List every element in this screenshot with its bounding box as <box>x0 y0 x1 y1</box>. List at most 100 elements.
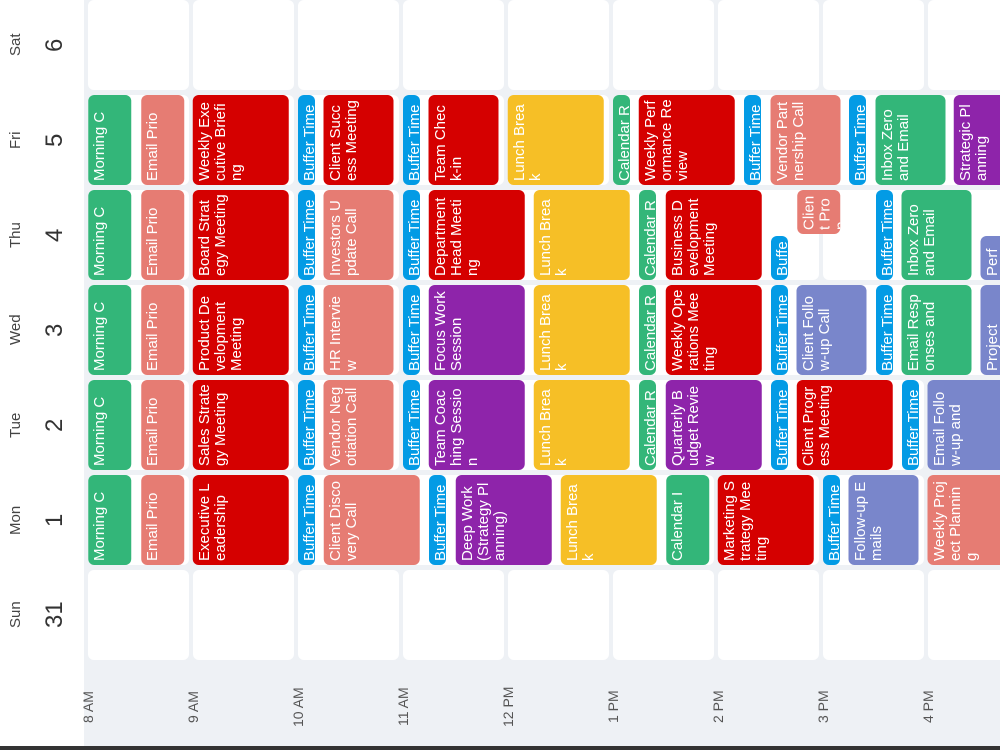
time-label: 2 PM <box>710 690 726 724</box>
event[interactable]: Buffer Time <box>403 380 420 470</box>
event[interactable]: Buffer Time <box>429 475 447 565</box>
event[interactable]: Deep Work (Strategy Planning) <box>455 475 552 565</box>
event[interactable]: Sales Strategy Meeting <box>193 380 289 470</box>
hour-cell <box>823 570 924 660</box>
hour-cell <box>193 0 294 90</box>
event[interactable]: Email Prio <box>140 190 184 280</box>
event[interactable]: Email Prio <box>140 285 184 375</box>
time-label: 4 PM <box>920 690 936 724</box>
event[interactable]: Buffer Time <box>403 190 420 280</box>
event[interactable]: HR Interview <box>324 285 394 375</box>
event[interactable]: Calendar Re <box>639 380 657 470</box>
event[interactable]: Calendar I <box>665 475 709 565</box>
event[interactable]: Buffe <box>770 236 788 280</box>
event[interactable]: Vendor Partnership Call <box>770 95 840 185</box>
event[interactable]: Vendor Negotiation Call <box>324 380 394 470</box>
event[interactable]: Perf <box>980 236 1000 280</box>
event[interactable]: Investors Update Call <box>324 190 394 280</box>
event[interactable]: Project <box>980 285 1000 375</box>
hour-cell <box>298 570 399 660</box>
event[interactable]: Client Prop <box>796 190 840 234</box>
event[interactable]: Calendar Re <box>639 285 657 375</box>
hour-cell <box>718 570 819 660</box>
event[interactable]: Marketing Strategy Meeting <box>718 475 814 565</box>
event[interactable]: Calendar Re <box>639 190 657 280</box>
event[interactable]: Buffer Time <box>849 95 867 185</box>
event[interactable]: Email Responses and <box>901 285 972 375</box>
hour-cell <box>718 0 819 90</box>
event[interactable]: Lunch Break <box>534 285 630 375</box>
event[interactable]: Email Prio <box>140 380 184 470</box>
event[interactable]: Weekly Executive Briefing <box>193 95 289 185</box>
hour-cell <box>613 570 714 660</box>
hour-cell <box>403 570 504 660</box>
event[interactable]: Client Follow-up Call <box>796 285 867 375</box>
event[interactable]: Morning C <box>88 380 132 470</box>
event[interactable]: Morning C <box>88 285 132 375</box>
event[interactable]: Department Head Meeting <box>429 190 525 280</box>
event[interactable]: Buffer Time <box>298 475 315 565</box>
day-name: Sun <box>7 601 24 629</box>
event[interactable]: Email Follow-up and <box>928 380 1000 470</box>
hour-cell <box>613 0 714 90</box>
event[interactable]: Inbox Zero and Email <box>875 95 945 185</box>
day-number: 31 <box>41 601 68 629</box>
event[interactable]: Executive Leadership <box>193 475 289 565</box>
time-label: 8 AM <box>80 691 96 723</box>
event[interactable]: Email Prio <box>140 95 184 185</box>
event[interactable]: Lunch Break <box>534 380 630 470</box>
day-name: Tue <box>7 412 24 438</box>
event[interactable]: Client Success Meeting <box>324 95 394 185</box>
event[interactable]: Buffer Time <box>875 285 893 375</box>
event[interactable]: Weekly Project Planning <box>928 475 1000 565</box>
event[interactable]: Buffer Time <box>744 95 762 185</box>
time-label: 1 PM <box>605 690 621 724</box>
event[interactable]: Business Development Meeting <box>665 190 762 280</box>
event[interactable]: Buffer Time <box>823 475 840 565</box>
event[interactable]: Buffer Time <box>770 285 788 375</box>
event[interactable]: Team Coaching Session <box>429 380 525 470</box>
event[interactable]: Morning C <box>88 190 132 280</box>
time-label: 11 AM <box>395 687 411 727</box>
event[interactable]: Client Progress Meeting <box>796 380 893 470</box>
event[interactable]: Strategic Planning <box>954 95 1000 185</box>
event[interactable]: Email Prio <box>140 475 184 565</box>
day-name: Mon <box>7 505 24 535</box>
event[interactable]: Buffer Time <box>298 95 315 185</box>
event[interactable]: Lunch Break <box>534 190 630 280</box>
event[interactable]: Morning C <box>88 475 132 565</box>
event[interactable]: Lunch Break <box>560 475 657 565</box>
event[interactable]: Buffer Time <box>298 190 315 280</box>
day-number: 2 <box>41 418 68 432</box>
event[interactable]: Client Discovery Call <box>324 475 420 565</box>
time-label: 3 PM <box>815 690 831 724</box>
day-number: 1 <box>41 513 68 527</box>
event[interactable]: Quarterly Budget Review <box>665 380 762 470</box>
event[interactable]: Buffer Time <box>875 190 893 280</box>
day-number: 3 <box>41 323 68 337</box>
event[interactable]: Buffer Time <box>298 285 315 375</box>
event[interactable]: Follow-up Emails <box>849 475 919 565</box>
event[interactable]: Focus Work Session <box>429 285 525 375</box>
event[interactable]: Buffer Time <box>901 380 919 470</box>
time-label: 10 AM <box>290 687 306 727</box>
hour-cell <box>403 0 504 90</box>
event[interactable]: Lunch Break <box>508 95 604 185</box>
event[interactable]: Inbox Zero and Email <box>901 190 972 280</box>
event[interactable]: Buffer Time <box>298 380 315 470</box>
event[interactable]: Morning C <box>88 95 132 185</box>
event[interactable]: Weekly Operations Meeting <box>665 285 762 375</box>
day-name: Thu <box>7 222 24 248</box>
event[interactable]: Buffer Time <box>403 95 420 185</box>
event[interactable]: Board Strategy Meeting <box>193 190 289 280</box>
event[interactable]: Product Development Meeting <box>193 285 289 375</box>
hour-cell <box>508 0 609 90</box>
day-name: Sat <box>7 33 24 57</box>
event[interactable]: Calendar Re <box>613 95 630 185</box>
event[interactable]: Buffer Time <box>770 380 788 470</box>
event[interactable]: Weekly Performance Review <box>639 95 735 185</box>
event[interactable]: Team Check-in <box>429 95 499 185</box>
event[interactable]: Buffer Time <box>403 285 420 375</box>
hour-cell <box>193 570 294 660</box>
